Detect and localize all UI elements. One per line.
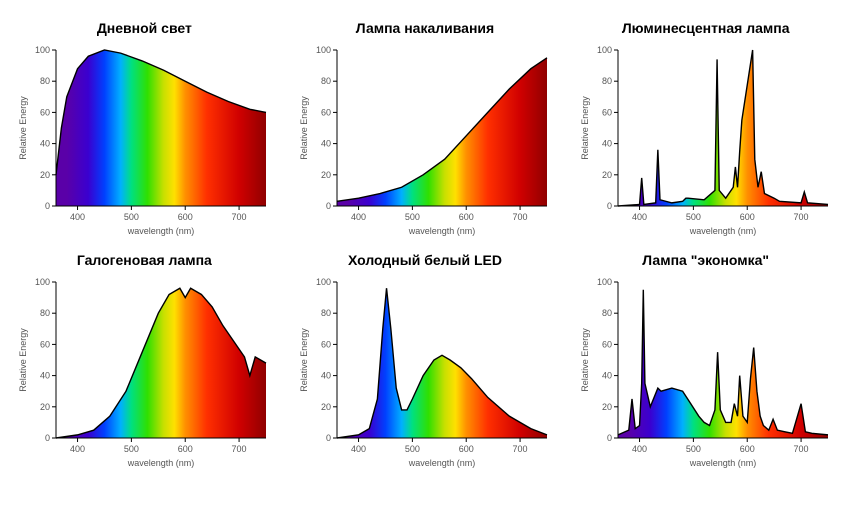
svg-text:0: 0	[607, 201, 612, 211]
svg-text:600: 600	[459, 212, 474, 222]
svg-text:400: 400	[70, 444, 85, 454]
spectrum-chart-economy: 0 20 40 60 80 100 400 500 600 700 Relati…	[576, 274, 836, 474]
svg-text:600: 600	[178, 444, 193, 454]
svg-text:400: 400	[351, 444, 366, 454]
y-axis-label: Relative Energy	[18, 328, 28, 392]
svg-text:0: 0	[607, 433, 612, 443]
svg-text:60: 60	[40, 107, 50, 117]
svg-text:400: 400	[351, 212, 366, 222]
svg-text:0: 0	[45, 433, 50, 443]
spectrum-chart-coldled: 0 20 40 60 80 100 400 500 600 700 Relati…	[295, 274, 555, 474]
svg-text:600: 600	[178, 212, 193, 222]
svg-text:100: 100	[316, 45, 331, 55]
svg-text:400: 400	[632, 444, 647, 454]
svg-text:100: 100	[35, 45, 50, 55]
svg-text:20: 20	[321, 402, 331, 412]
svg-text:60: 60	[602, 339, 612, 349]
svg-text:20: 20	[40, 402, 50, 412]
svg-text:80: 80	[321, 308, 331, 318]
svg-text:60: 60	[40, 339, 50, 349]
svg-text:40: 40	[40, 139, 50, 149]
svg-text:500: 500	[405, 212, 420, 222]
svg-text:500: 500	[124, 444, 139, 454]
svg-text:500: 500	[686, 444, 701, 454]
svg-text:60: 60	[321, 107, 331, 117]
svg-text:80: 80	[40, 308, 50, 318]
svg-text:40: 40	[602, 371, 612, 381]
svg-text:500: 500	[686, 212, 701, 222]
svg-text:500: 500	[405, 444, 420, 454]
svg-text:600: 600	[739, 444, 754, 454]
svg-text:20: 20	[602, 170, 612, 180]
panel-coldled: Холодный белый LED 0 20 40 60 80 100	[291, 252, 560, 474]
x-axis-label: wavelength (nm)	[408, 458, 476, 468]
svg-text:100: 100	[597, 45, 612, 55]
panel-halogen: Галогеновая лампа 0 20 40 60 80 100	[10, 252, 279, 474]
svg-text:40: 40	[40, 371, 50, 381]
svg-text:0: 0	[45, 201, 50, 211]
svg-text:600: 600	[739, 212, 754, 222]
spectrum-chart-fluorescent: 0 20 40 60 80 100 400 500 600 700 Relati…	[576, 42, 836, 242]
y-axis-label: Relative Energy	[580, 328, 590, 392]
svg-text:700: 700	[232, 212, 247, 222]
svg-text:40: 40	[321, 139, 331, 149]
panel-incandescent: Лампа накаливания 0 20 40 60 80 100	[291, 20, 560, 242]
panel-economy: Лампа "экономка" 0 20 40 60 80 100	[571, 252, 840, 474]
svg-text:60: 60	[321, 339, 331, 349]
svg-text:100: 100	[316, 277, 331, 287]
spectrum-chart-daylight: 0 20 40 60 80 100 400 500 600 700 Relati…	[14, 42, 274, 242]
y-axis-label: Relative Energy	[299, 328, 309, 392]
y-axis-label: Relative Energy	[299, 96, 309, 160]
svg-text:40: 40	[602, 139, 612, 149]
svg-text:500: 500	[124, 212, 139, 222]
panel-fluorescent: Люминесцентная лампа 0 20 40 60 80 100	[571, 20, 840, 242]
svg-text:100: 100	[597, 277, 612, 287]
svg-text:20: 20	[321, 170, 331, 180]
x-axis-label: wavelength (nm)	[127, 458, 195, 468]
svg-text:80: 80	[602, 308, 612, 318]
svg-text:0: 0	[326, 433, 331, 443]
svg-text:700: 700	[513, 212, 528, 222]
panel-title-halogen: Галогеновая лампа	[77, 252, 212, 268]
x-axis-label: wavelength (nm)	[688, 226, 756, 236]
svg-text:20: 20	[602, 402, 612, 412]
panel-title-economy: Лампа "экономка"	[642, 252, 769, 268]
panel-daylight: Дневной свет 0 20 40 60 80 100	[10, 20, 279, 242]
x-axis-label: wavelength (nm)	[127, 226, 195, 236]
svg-text:80: 80	[321, 76, 331, 86]
svg-text:80: 80	[602, 76, 612, 86]
y-axis-label: Relative Energy	[580, 96, 590, 160]
panel-title-daylight: Дневной свет	[97, 20, 192, 36]
svg-text:700: 700	[232, 444, 247, 454]
x-axis-label: wavelength (nm)	[688, 458, 756, 468]
svg-text:100: 100	[35, 277, 50, 287]
svg-text:400: 400	[70, 212, 85, 222]
panel-title-incandescent: Лампа накаливания	[356, 20, 494, 36]
svg-text:700: 700	[793, 212, 808, 222]
svg-text:700: 700	[513, 444, 528, 454]
svg-text:400: 400	[632, 212, 647, 222]
svg-text:40: 40	[321, 371, 331, 381]
svg-text:80: 80	[40, 76, 50, 86]
spectrum-chart-halogen: 0 20 40 60 80 100 400 500 600 700 Relati…	[14, 274, 274, 474]
svg-text:600: 600	[459, 444, 474, 454]
panel-title-fluorescent: Люминесцентная лампа	[622, 20, 790, 36]
svg-text:60: 60	[602, 107, 612, 117]
spectrum-chart-incandescent: 0 20 40 60 80 100 400 500 600 700 Relati…	[295, 42, 555, 242]
svg-text:20: 20	[40, 170, 50, 180]
y-axis-label: Relative Energy	[18, 96, 28, 160]
x-axis-label: wavelength (nm)	[408, 226, 476, 236]
svg-text:700: 700	[793, 444, 808, 454]
panel-title-coldled: Холодный белый LED	[348, 252, 502, 268]
svg-text:0: 0	[326, 201, 331, 211]
